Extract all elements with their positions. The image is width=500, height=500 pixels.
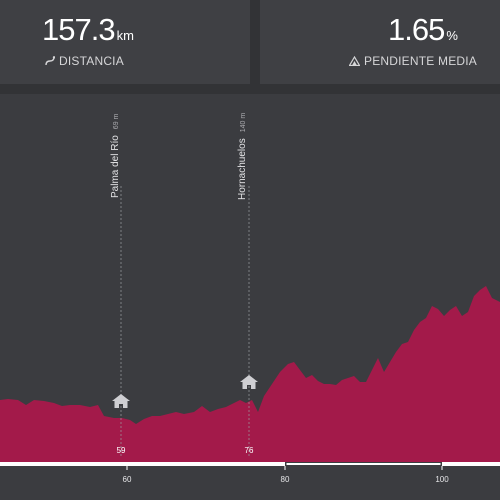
distance-label: DISTANCIA <box>59 54 124 68</box>
town-km-label: 76 <box>245 446 254 455</box>
town-name: Hornachuelos <box>237 138 248 200</box>
distance-unit: km <box>116 28 134 43</box>
slope-label: PENDIENTE MEDIA <box>364 54 478 68</box>
slope-unit: % <box>446 28 458 43</box>
distance-icon <box>45 56 55 66</box>
distance-bar <box>0 462 500 466</box>
town-label-palma: Palma del Río 69 m <box>110 114 121 198</box>
elevation-profile[interactable]: 59 76 60 80 100 Palma del Río 69 m Hornac… <box>0 94 500 500</box>
axis-tick-label: 80 <box>281 475 290 484</box>
axis-tick-label: 60 <box>123 475 132 484</box>
town-altitude: 69 m <box>113 113 120 130</box>
house-icon <box>112 394 130 408</box>
elevation-area <box>0 286 500 464</box>
slope-icon <box>349 56 360 66</box>
slope-label-wrap: PENDIENTE MEDIA <box>349 54 477 68</box>
distance-value: 157.3 <box>42 12 116 47</box>
town-name: Palma del Río <box>110 135 121 198</box>
distance-bar-segment-inner <box>286 463 441 465</box>
town-altitude: 140 m <box>240 112 247 133</box>
slope-value: 1.65 <box>388 12 445 47</box>
axis-tick-label: 100 <box>435 475 449 484</box>
house-icon <box>240 375 258 389</box>
town-km-label: 59 <box>117 446 126 455</box>
card-gap <box>250 0 260 94</box>
slope-value-wrap: 1.65% <box>388 12 458 48</box>
slope-card: 1.65% PENDIENTE MEDIA <box>260 0 500 84</box>
distance-label-wrap: DISTANCIA <box>45 54 124 68</box>
distance-card: 157.3 km DISTANCIA <box>0 0 250 84</box>
town-label-hornachuelos: Hornachuelos 140 m <box>237 113 248 200</box>
distance-value-wrap: 157.3 km <box>42 12 134 48</box>
elevation-profile-svg: 59 76 60 80 100 <box>0 186 500 484</box>
